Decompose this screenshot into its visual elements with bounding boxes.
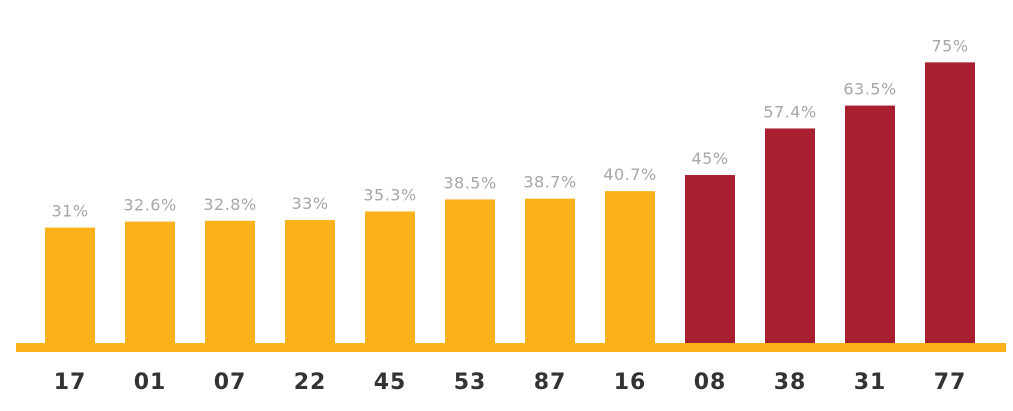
bar-77 [925,62,975,344]
value-label-31: 63.5% [843,80,896,99]
value-label-22: 33% [291,194,328,213]
bar-53 [445,199,495,344]
bar-17 [45,227,95,344]
bar-45 [365,211,415,344]
value-label-77: 75% [931,36,968,55]
bar-38 [765,128,815,344]
value-label-87: 38.7% [523,173,576,192]
value-label-08: 45% [691,149,728,168]
value-label-01: 32.6% [123,196,176,215]
bar-31 [845,105,895,345]
category-label-22: 22 [294,370,327,395]
category-labels: 17 01 07 22 45 53 87 16 08 38 31 77 [54,370,967,395]
value-label-53: 38.5% [443,173,496,192]
category-label-01: 01 [134,370,167,395]
category-label-77: 77 [934,370,967,395]
bar-87 [525,198,575,344]
value-label-16: 40.7% [603,165,656,184]
value-label-17: 31% [51,202,88,221]
x-axis-baseline [16,343,1006,352]
category-label-08: 08 [694,370,727,395]
value-label-45: 35.3% [363,185,416,204]
value-label-38: 57.4% [763,102,816,121]
value-label-07: 32.8% [203,195,256,214]
category-label-17: 17 [54,370,87,395]
bar-22 [285,220,335,344]
bars [45,62,975,345]
bar-01 [125,221,175,344]
category-label-31: 31 [854,370,887,395]
category-label-53: 53 [454,370,487,395]
category-label-45: 45 [374,370,407,395]
bar-08 [685,175,735,344]
bar-16 [605,191,655,344]
category-label-07: 07 [214,370,247,395]
category-label-16: 16 [614,370,647,395]
bar-07 [205,220,255,344]
category-label-87: 87 [534,370,567,395]
category-label-38: 38 [774,370,807,395]
value-labels: 31% 32.6% 32.8% 33% 35.3% 38.5% 38.7% 40.7% 45% 5… [51,36,968,220]
